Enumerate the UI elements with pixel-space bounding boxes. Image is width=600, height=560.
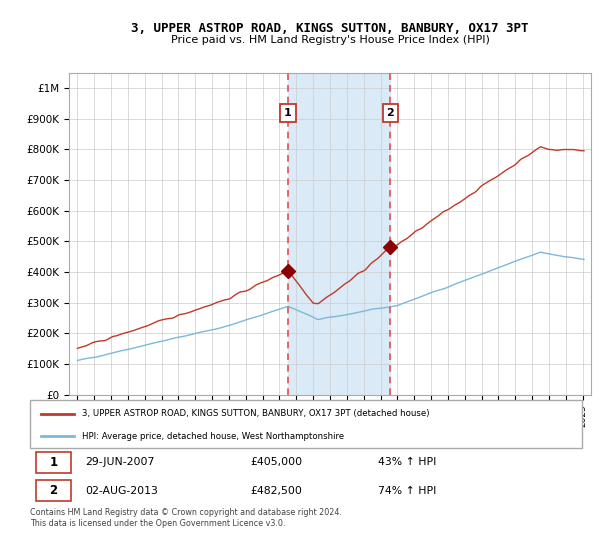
Text: 2: 2 bbox=[386, 108, 394, 118]
Text: HPI: Average price, detached house, West Northamptonshire: HPI: Average price, detached house, West… bbox=[82, 432, 344, 441]
Bar bbox=[288, 73, 390, 395]
Text: 3, UPPER ASTROP ROAD, KINGS SUTTON, BANBURY, OX17 3PT (detached house): 3, UPPER ASTROP ROAD, KINGS SUTTON, BANB… bbox=[82, 409, 430, 418]
Text: 1: 1 bbox=[284, 108, 292, 118]
Text: Contains HM Land Registry data © Crown copyright and database right 2024.
This d: Contains HM Land Registry data © Crown c… bbox=[30, 508, 342, 528]
Text: 1: 1 bbox=[49, 456, 58, 469]
Text: 3, UPPER ASTROP ROAD, KINGS SUTTON, BANBURY, OX17 3PT: 3, UPPER ASTROP ROAD, KINGS SUTTON, BANB… bbox=[131, 22, 529, 35]
Text: 74% ↑ HPI: 74% ↑ HPI bbox=[378, 486, 436, 496]
FancyBboxPatch shape bbox=[30, 400, 582, 448]
Text: 43% ↑ HPI: 43% ↑ HPI bbox=[378, 458, 436, 467]
Text: 02-AUG-2013: 02-AUG-2013 bbox=[85, 486, 158, 496]
FancyBboxPatch shape bbox=[35, 480, 71, 501]
Text: Price paid vs. HM Land Registry's House Price Index (HPI): Price paid vs. HM Land Registry's House … bbox=[170, 35, 490, 45]
Text: 29-JUN-2007: 29-JUN-2007 bbox=[85, 458, 155, 467]
Text: £482,500: £482,500 bbox=[251, 486, 302, 496]
FancyBboxPatch shape bbox=[35, 452, 71, 473]
Text: £405,000: £405,000 bbox=[251, 458, 303, 467]
Text: 2: 2 bbox=[49, 484, 58, 497]
